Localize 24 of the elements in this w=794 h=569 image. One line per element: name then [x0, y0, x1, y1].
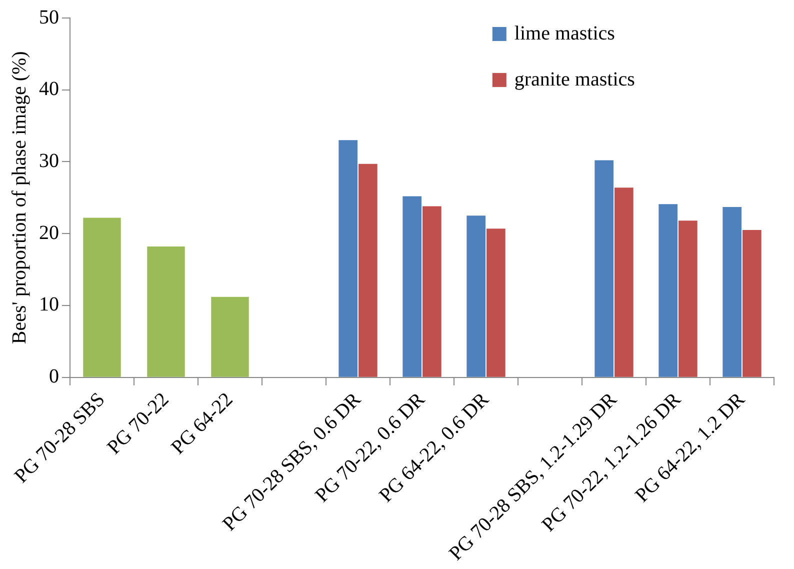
y-tick-label: 30 [39, 150, 59, 172]
bar [358, 164, 378, 377]
bar [422, 206, 442, 377]
bar [678, 220, 698, 377]
bar [658, 204, 678, 377]
legend-label: lime mastics [514, 22, 616, 44]
bar [338, 140, 358, 377]
y-tick-label: 40 [39, 78, 59, 100]
bar [466, 216, 486, 377]
y-axis-title: Bees' proportion of phase image (%) [8, 51, 30, 344]
bar [594, 160, 614, 377]
bar [211, 296, 249, 377]
y-tick-label: 20 [39, 222, 59, 244]
bar [486, 228, 506, 377]
bar [147, 246, 185, 377]
y-tick-label: 10 [39, 294, 59, 316]
bar [722, 207, 742, 377]
legend-label: granite mastics [514, 68, 636, 90]
bar [742, 230, 762, 377]
y-tick-label: 0 [49, 366, 59, 388]
y-tick-label: 50 [39, 6, 59, 28]
bar [614, 188, 634, 377]
bar [402, 196, 422, 377]
bar [83, 218, 121, 377]
